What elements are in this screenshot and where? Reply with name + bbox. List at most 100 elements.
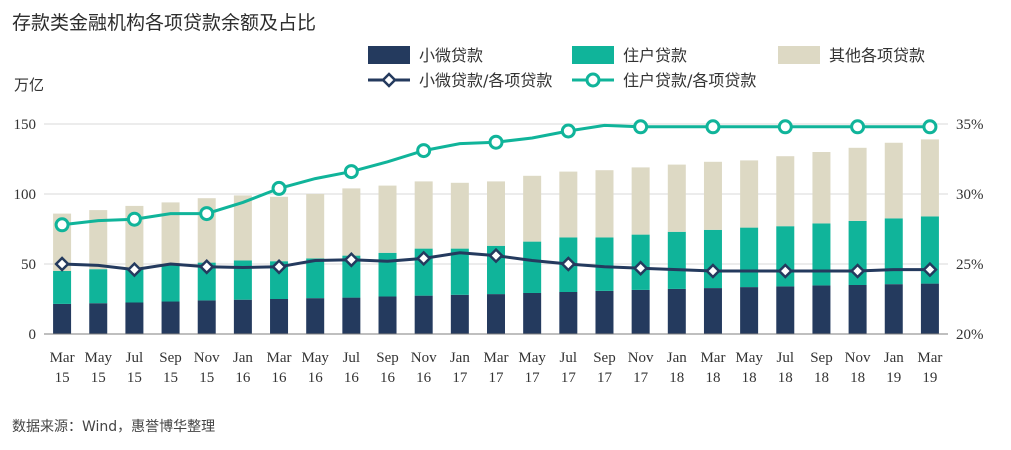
x-tick-label: Jan	[450, 350, 470, 366]
micro-ratio-point	[705, 263, 721, 279]
y-tick-label: 100	[14, 187, 37, 203]
x-tick-label: Sep	[159, 350, 182, 366]
bar-housing	[197, 262, 216, 301]
x-tick-label: 18	[742, 370, 757, 386]
y2-tick-label: 25%	[956, 257, 984, 273]
bar-housing	[667, 231, 686, 289]
bar-housing	[884, 218, 903, 285]
legend-label: 其他各项贷款	[829, 46, 925, 65]
x-tick-label: 17	[525, 370, 541, 386]
axes: 0 50 100 150 20% 25% 30% 35% 万亿 Mar 15 May 15 Jul 15 Se…	[14, 76, 984, 386]
chart-canvas: 0 50 100 150 20% 25% 30% 35% 万亿 Mar 15 May 15 Jul 15 Se…	[14, 46, 984, 386]
bar-other	[667, 164, 686, 232]
bar-micro	[450, 294, 469, 334]
housing-ratio-point	[488, 134, 504, 150]
bar-other	[378, 185, 397, 253]
x-tick-label: 18	[814, 370, 829, 386]
housing-ratio-point	[850, 119, 866, 135]
x-tick-label: Nov	[411, 350, 437, 366]
ratio-lines	[54, 119, 938, 279]
x-tick-label: 16	[380, 370, 396, 386]
x-tick-label: May	[735, 350, 763, 366]
bar-micro	[306, 298, 325, 334]
bar-other	[884, 142, 903, 219]
source-note: 数据来源：Wind，惠誉博华整理	[12, 419, 216, 435]
bar-micro	[270, 299, 289, 334]
x-tick-label: 16	[308, 370, 324, 386]
bar-housing	[53, 271, 72, 304]
bar-other	[523, 175, 542, 242]
housing-ratio-point	[126, 211, 142, 227]
x-tick-label: Nov	[628, 350, 654, 366]
bar-micro	[53, 303, 72, 334]
legend-marker-circle	[585, 72, 601, 88]
x-tick-label: Mar	[484, 350, 509, 366]
legend-swatch-housing	[572, 46, 614, 64]
x-tick-label: 16	[272, 370, 288, 386]
micro-ratio-point	[415, 250, 432, 267]
bar-micro	[631, 289, 650, 334]
x-tick-label: Sep	[376, 350, 399, 366]
bars	[53, 139, 939, 334]
x-tick-label: Jul	[777, 350, 795, 366]
bar-housing	[89, 269, 108, 304]
x-tick-label: 18	[778, 370, 793, 386]
bar-housing	[812, 223, 831, 286]
housing-ratio-point	[416, 143, 432, 159]
housing-ratio-point	[922, 119, 938, 135]
bar-other	[812, 152, 831, 224]
bar-housing	[378, 252, 397, 297]
legend-label: 小微贷款	[419, 46, 483, 65]
x-tick-label: 17	[633, 370, 649, 386]
x-tick-label: 15	[127, 370, 142, 386]
x-tick-label: 15	[199, 370, 214, 386]
bar-micro	[125, 302, 144, 334]
y-tick-label: 0	[29, 327, 37, 343]
bar-housing	[523, 241, 542, 293]
bar-housing	[270, 261, 289, 299]
legend-swatch-micro	[368, 46, 410, 64]
y-tick-label: 50	[21, 257, 36, 273]
bar-micro	[595, 290, 614, 334]
bar-micro	[197, 300, 216, 334]
bar-other	[270, 196, 289, 262]
x-tick-label: 18	[669, 370, 684, 386]
x-tick-label: 16	[235, 370, 251, 386]
bar-other	[776, 156, 795, 227]
bar-housing	[125, 267, 144, 303]
x-tick-label: 17	[489, 370, 505, 386]
micro-ratio-point	[54, 256, 70, 272]
bar-micro	[378, 296, 397, 334]
x-tick-label: 17	[561, 370, 577, 386]
housing-ratio-point	[777, 119, 793, 135]
bar-micro	[884, 284, 903, 334]
bar-micro	[414, 295, 433, 334]
bar-micro	[740, 287, 759, 334]
y-tick-label: 150	[14, 117, 37, 133]
legend-label: 住户贷款	[623, 46, 687, 65]
chart-title: 存款类金融机构各项贷款余额及占比	[12, 12, 317, 34]
bar-micro	[812, 285, 831, 334]
bar-housing	[306, 258, 325, 299]
micro-ratio-point	[343, 252, 360, 268]
y-axis-label: 万亿	[14, 76, 44, 94]
x-tick-label: 17	[597, 370, 613, 386]
x-tick-label: Mar	[50, 350, 75, 366]
legend-swatch-other	[778, 46, 820, 64]
bar-other	[487, 181, 505, 246]
bar-micro	[233, 299, 252, 334]
x-tick-label: 15	[55, 370, 70, 386]
x-tick-label: 16	[344, 370, 360, 386]
housing-ratio-point	[54, 217, 70, 233]
bar-micro	[920, 283, 939, 334]
x-tick-label: Jan	[233, 350, 253, 366]
x-tick-label: Jan	[667, 350, 687, 366]
bar-other	[848, 147, 867, 221]
bar-other	[306, 194, 325, 259]
housing-ratio-point	[271, 180, 287, 196]
bar-other	[414, 181, 433, 249]
x-tick-label: 15	[91, 370, 106, 386]
housing-ratio-point	[560, 123, 576, 139]
x-tick-label: Mar	[267, 350, 292, 366]
x-tick-label: May	[301, 350, 329, 366]
